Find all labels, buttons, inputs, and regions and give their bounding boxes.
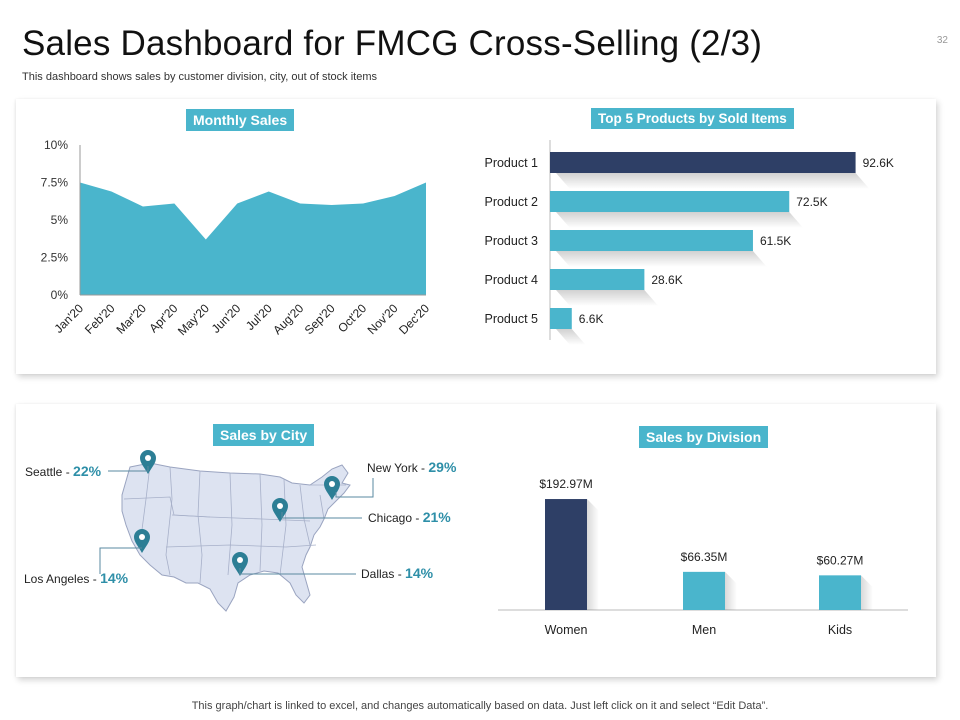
bar-shadow (556, 173, 870, 189)
monthly-sales-title: Monthly Sales (186, 109, 295, 131)
map-pin-icon[interactable] (231, 551, 249, 577)
division-value-label: $192.97M (539, 477, 592, 491)
y-tick-label: 5% (51, 213, 69, 227)
map-pin-icon[interactable] (139, 449, 157, 475)
footer-note: This graph/chart is linked to excel, and… (191, 700, 769, 712)
division-bar[interactable] (545, 499, 587, 610)
sales-by-division-chart[interactable]: $192.97M Women $66.35M Men $60.27M Kids (480, 460, 920, 650)
product-bar[interactable] (550, 152, 856, 173)
y-tick-label: 7.5% (41, 176, 69, 190)
division-label: Men (692, 623, 716, 637)
map-pin-icon[interactable] (271, 497, 289, 523)
y-tick-label: 2.5% (41, 251, 69, 265)
bar-shadow (556, 290, 659, 306)
division-bar[interactable] (819, 575, 861, 610)
product-value-label: 72.5K (796, 195, 827, 209)
product-value-label: 61.5K (760, 234, 791, 248)
product-bar[interactable] (550, 191, 790, 212)
product-bar[interactable] (550, 308, 572, 329)
product-label: Product 1 (484, 156, 538, 170)
division-label: Kids (828, 623, 852, 637)
bar-shadow (861, 575, 873, 610)
bar-shadow (556, 212, 804, 228)
division-value-label: $66.35M (681, 550, 728, 564)
division-value-label: $60.27M (817, 553, 864, 567)
top-products-title: Top 5 Products by Sold Items (591, 108, 794, 129)
city-name: New York (367, 461, 418, 475)
division-bar[interactable] (683, 571, 725, 610)
monthly-sales-chart[interactable]: 0%2.5%5%7.5%10%Jan'20Feb'20Mar'20Apr'20M… (20, 135, 450, 365)
city-value: 22% (73, 463, 102, 479)
city-label-chicago: Chicago - 21% (368, 509, 451, 525)
page-number: 32 (936, 35, 948, 46)
product-value-label: 92.6K (863, 156, 894, 170)
product-label: Product 2 (484, 195, 538, 209)
city-label-new-york: New York - 29% (367, 459, 457, 475)
city-label-seattle: Seattle - 22% (25, 463, 102, 479)
division-label: Women (545, 623, 588, 637)
top-products-chart[interactable]: Product 1 92.6K Product 2 72.5K Product 3 61.… (470, 140, 930, 345)
city-value: 14% (100, 570, 129, 586)
y-tick-label: 10% (44, 138, 68, 152)
y-tick-label: 0% (51, 288, 69, 302)
bar-shadow (725, 571, 737, 610)
sales-by-division-title: Sales by Division (639, 426, 769, 448)
product-label: Product 4 (484, 273, 538, 287)
city-name: Chicago (368, 511, 413, 525)
city-value: 14% (405, 565, 434, 581)
product-value-label: 28.6K (651, 273, 682, 287)
monthly-sales-area[interactable] (80, 182, 426, 296)
bar-shadow (587, 499, 599, 610)
bar-shadow (556, 329, 586, 345)
product-label: Product 5 (484, 312, 538, 326)
city-label-dallas: Dallas - 14% (361, 565, 434, 581)
page-title: Sales Dashboard for FMCG Cross-Selling (… (22, 24, 763, 63)
page-subtitle: This dashboard shows sales by customer d… (22, 71, 377, 83)
product-value-label: 6.6K (579, 312, 604, 326)
bar-shadow (556, 251, 767, 267)
city-label-los-angeles: Los Angeles - 14% (24, 570, 129, 586)
product-label: Product 3 (484, 234, 538, 248)
city-name: Dallas (361, 567, 395, 581)
product-bar[interactable] (550, 269, 645, 290)
map-pin-icon[interactable] (133, 528, 151, 554)
city-value: 29% (428, 459, 457, 475)
city-name: Seattle (25, 465, 63, 479)
sales-by-city-title: Sales by City (213, 424, 315, 446)
map-pin-icon[interactable] (323, 475, 341, 501)
city-name: Los Angeles (24, 572, 90, 586)
product-bar[interactable] (550, 230, 753, 251)
city-value: 21% (422, 509, 451, 525)
